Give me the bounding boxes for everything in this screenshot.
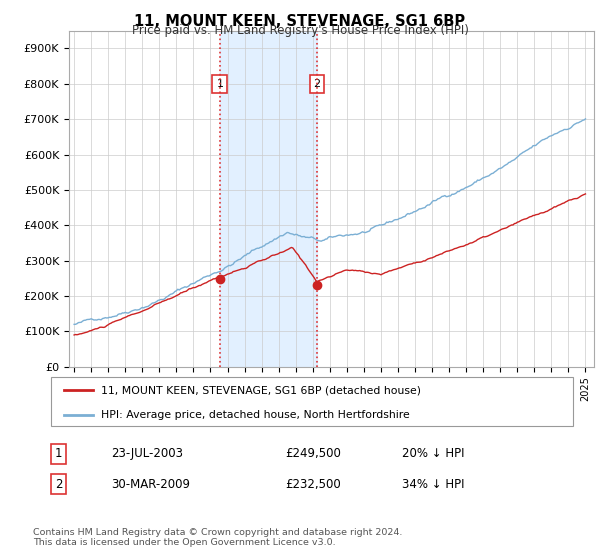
Text: 34% ↓ HPI: 34% ↓ HPI	[402, 478, 464, 491]
FancyBboxPatch shape	[50, 377, 574, 426]
Text: 1: 1	[55, 447, 62, 460]
Text: 23-JUL-2003: 23-JUL-2003	[112, 447, 184, 460]
Text: 11, MOUNT KEEN, STEVENAGE, SG1 6BP: 11, MOUNT KEEN, STEVENAGE, SG1 6BP	[134, 14, 466, 29]
Text: 1: 1	[217, 79, 223, 89]
Text: 2: 2	[55, 478, 62, 491]
Text: 30-MAR-2009: 30-MAR-2009	[112, 478, 190, 491]
Text: HPI: Average price, detached house, North Hertfordshire: HPI: Average price, detached house, Nort…	[101, 410, 410, 420]
Text: 20% ↓ HPI: 20% ↓ HPI	[402, 447, 464, 460]
Text: 11, MOUNT KEEN, STEVENAGE, SG1 6BP (detached house): 11, MOUNT KEEN, STEVENAGE, SG1 6BP (deta…	[101, 385, 421, 395]
Text: 2: 2	[313, 79, 320, 89]
Text: £232,500: £232,500	[286, 478, 341, 491]
Text: Contains HM Land Registry data © Crown copyright and database right 2024.
This d: Contains HM Land Registry data © Crown c…	[33, 528, 403, 547]
Text: Price paid vs. HM Land Registry's House Price Index (HPI): Price paid vs. HM Land Registry's House …	[131, 24, 469, 37]
Text: £249,500: £249,500	[286, 447, 341, 460]
